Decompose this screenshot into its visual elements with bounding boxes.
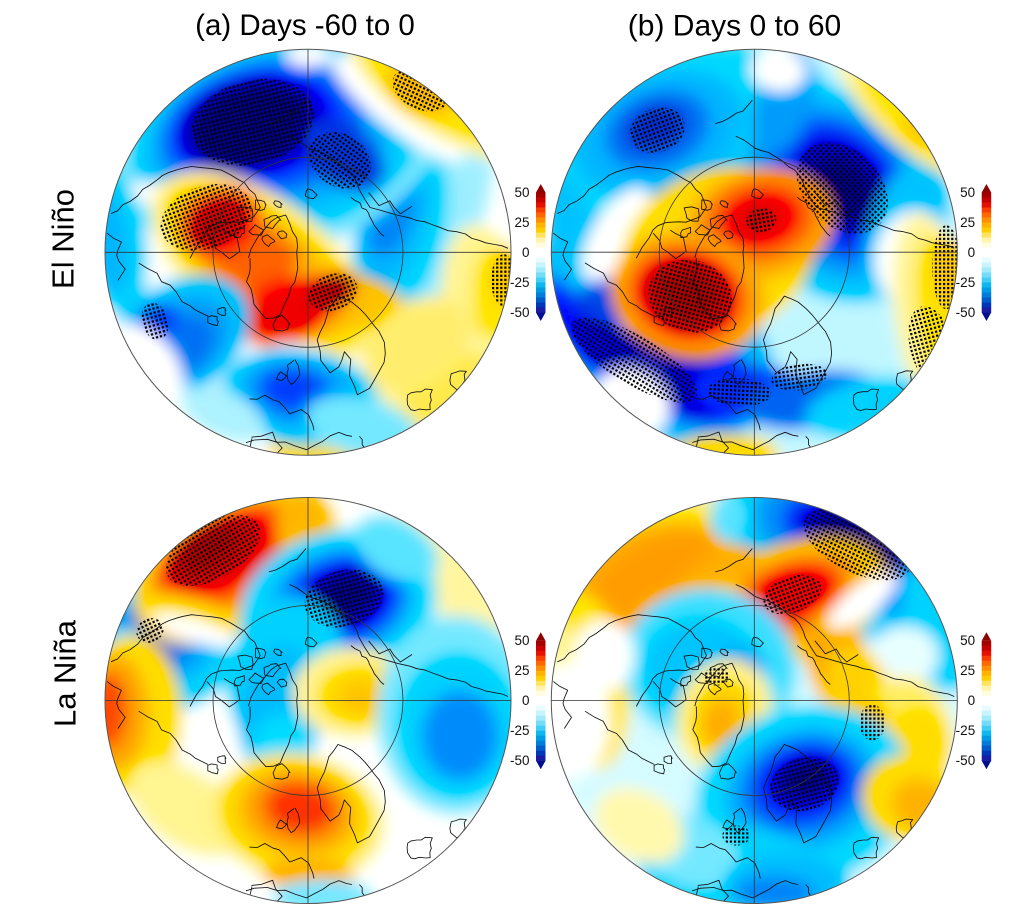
svg-text:La Niña: La Niña bbox=[48, 619, 83, 727]
svg-text:(a) Days -60 to 0: (a) Days -60 to 0 bbox=[195, 9, 415, 42]
svg-text:(b) Days 0 to 60: (b) Days 0 to 60 bbox=[628, 10, 841, 43]
svg-text:El Niño: El Niño bbox=[46, 189, 81, 289]
